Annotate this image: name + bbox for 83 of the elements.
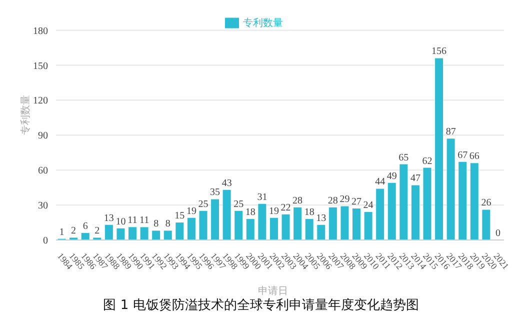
data-label: 27 bbox=[352, 196, 362, 208]
data-label: 6 bbox=[82, 221, 88, 232]
data-label: 2 bbox=[71, 226, 76, 237]
bar bbox=[470, 163, 478, 240]
bar bbox=[305, 219, 314, 240]
bar bbox=[482, 210, 490, 240]
bar bbox=[152, 230, 160, 240]
bar bbox=[128, 227, 137, 240]
bar bbox=[140, 227, 148, 240]
data-label: 15 bbox=[174, 210, 185, 222]
bar bbox=[400, 164, 408, 240]
data-label: 87 bbox=[446, 126, 456, 138]
data-label: 0 bbox=[495, 228, 500, 239]
bar bbox=[258, 204, 266, 240]
data-label: 67 bbox=[458, 150, 468, 161]
y-tick-label: 150 bbox=[33, 60, 48, 72]
data-label: 26 bbox=[481, 198, 492, 209]
bar bbox=[176, 222, 184, 240]
data-label: 2 bbox=[94, 226, 100, 237]
bar bbox=[423, 168, 432, 240]
data-label: 19 bbox=[186, 206, 196, 217]
y-tick-label: 90 bbox=[38, 130, 48, 142]
data-label: 11 bbox=[139, 215, 150, 226]
y-tick-label: 30 bbox=[38, 200, 48, 212]
data-label: 1 bbox=[59, 226, 64, 238]
data-label: 19 bbox=[268, 206, 279, 217]
y-axis-title: 专利数量 bbox=[20, 95, 32, 136]
bar bbox=[328, 207, 337, 240]
bar bbox=[164, 230, 172, 240]
bar bbox=[376, 188, 384, 240]
data-label: 10 bbox=[116, 216, 126, 228]
bar bbox=[364, 212, 372, 240]
bar bbox=[340, 206, 349, 240]
bar bbox=[199, 210, 208, 240]
bar bbox=[294, 207, 302, 240]
data-label: 49 bbox=[386, 170, 397, 182]
data-label: 22 bbox=[280, 202, 291, 214]
bar bbox=[234, 210, 243, 240]
bar bbox=[270, 218, 278, 240]
bar bbox=[116, 228, 125, 240]
y-tick-label: 60 bbox=[38, 166, 48, 177]
bar bbox=[104, 224, 113, 240]
data-label: 13 bbox=[316, 212, 326, 224]
bar bbox=[352, 208, 361, 240]
data-label: 47 bbox=[410, 173, 420, 184]
data-label: 65 bbox=[398, 152, 409, 164]
bar bbox=[446, 138, 455, 240]
bar bbox=[222, 190, 231, 240]
bar bbox=[81, 233, 90, 240]
data-label: 11 bbox=[128, 215, 138, 226]
caption: 图 1 电饭煲防溢技术的全球专利申请量年度变化趋势图 bbox=[102, 297, 420, 314]
data-label: 29 bbox=[340, 194, 350, 206]
bar bbox=[435, 58, 444, 240]
x-axis-title: 申请日 bbox=[258, 284, 288, 298]
bar bbox=[317, 224, 326, 240]
data-label: 31 bbox=[257, 192, 268, 203]
data-label: 44 bbox=[375, 176, 386, 188]
data-label: 156 bbox=[432, 46, 447, 58]
data-label: 8 bbox=[154, 218, 159, 230]
legend-label: 专利数量 bbox=[243, 18, 283, 29]
data-label: 13 bbox=[104, 212, 114, 224]
data-label: 35 bbox=[210, 187, 220, 198]
data-label: 28 bbox=[328, 195, 338, 206]
data-label: 28 bbox=[292, 195, 303, 206]
bar bbox=[458, 162, 467, 240]
bar bbox=[246, 219, 254, 240]
bar bbox=[282, 214, 290, 240]
data-label: 18 bbox=[304, 207, 314, 218]
bar bbox=[211, 199, 220, 240]
y-tick-label: 0 bbox=[43, 236, 48, 247]
y-tick-label: 180 bbox=[33, 26, 48, 37]
bar bbox=[411, 185, 420, 240]
bar bbox=[187, 218, 196, 240]
data-label: 43 bbox=[222, 178, 232, 189]
data-label: 18 bbox=[245, 207, 256, 218]
y-tick-label: 120 bbox=[33, 96, 48, 107]
data-label: 8 bbox=[165, 218, 170, 230]
bar bbox=[388, 182, 396, 240]
data-label: 24 bbox=[363, 200, 374, 212]
data-label: 25 bbox=[234, 198, 244, 210]
data-label: 25 bbox=[198, 198, 208, 210]
data-label: 62 bbox=[422, 156, 432, 167]
data-label: 66 bbox=[469, 151, 480, 162]
